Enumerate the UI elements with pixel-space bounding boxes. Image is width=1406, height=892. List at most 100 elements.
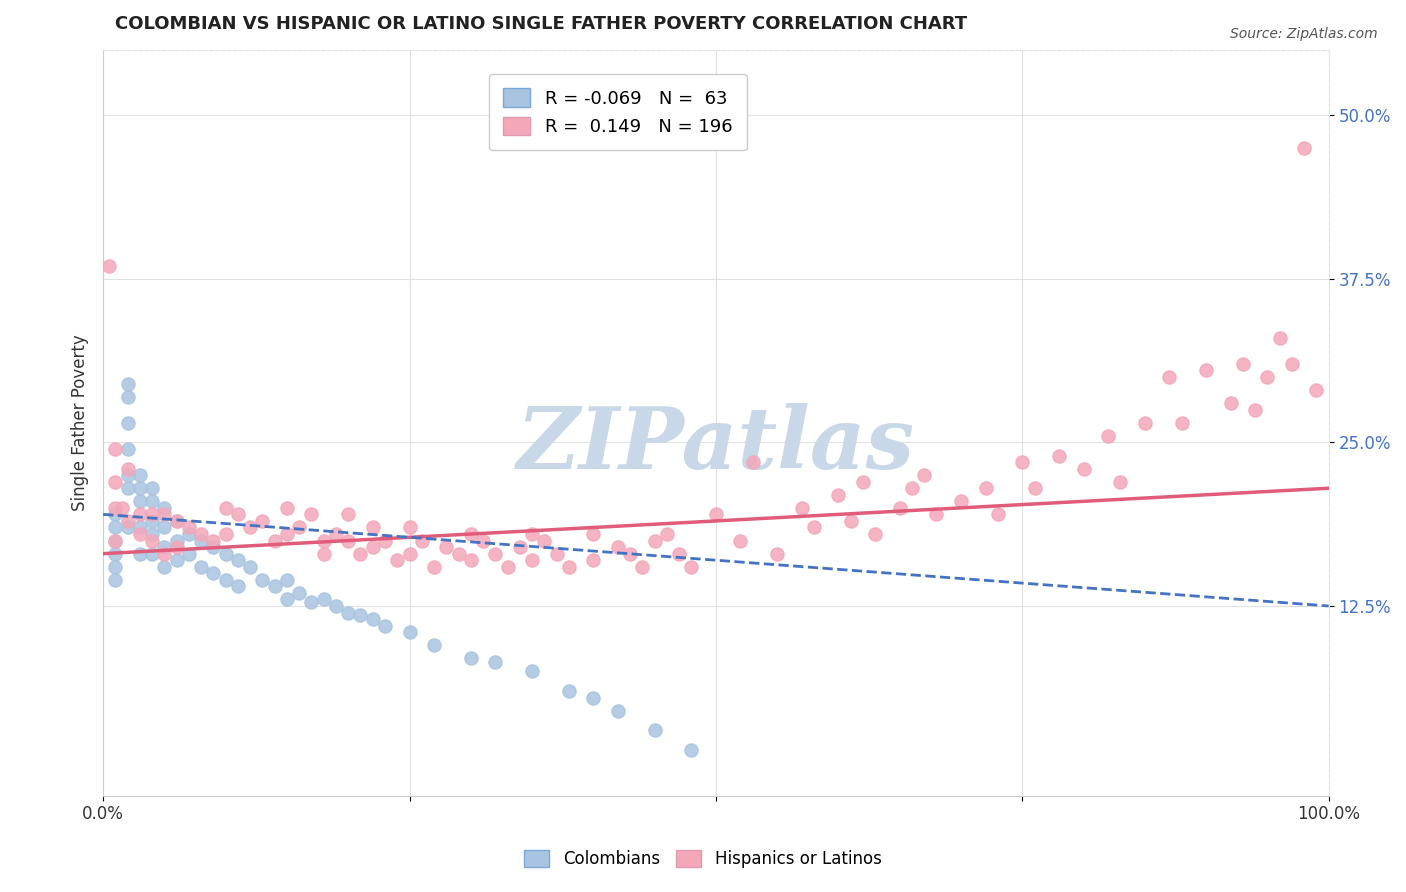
Text: COLOMBIAN VS HISPANIC OR LATINO SINGLE FATHER POVERTY CORRELATION CHART: COLOMBIAN VS HISPANIC OR LATINO SINGLE F… [115, 15, 967, 33]
Point [104, 533, 127, 548]
Point [423, 559, 446, 574]
Point [582, 527, 605, 541]
Point [117, 376, 139, 391]
Point [166, 533, 188, 548]
Point [276, 500, 298, 515]
Point [1294, 141, 1316, 155]
Point [1097, 429, 1119, 443]
Point [460, 553, 482, 567]
Point [128, 494, 150, 508]
Point [117, 416, 139, 430]
Point [226, 508, 249, 522]
Point [128, 527, 150, 541]
Point [1256, 370, 1278, 384]
Point [128, 520, 150, 534]
Point [1170, 416, 1192, 430]
Point [288, 520, 311, 534]
Point [447, 547, 470, 561]
Point [1232, 357, 1254, 371]
Point [460, 651, 482, 665]
Point [582, 553, 605, 567]
Point [912, 468, 935, 483]
Point [153, 540, 176, 554]
Text: Source: ZipAtlas.com: Source: ZipAtlas.com [1230, 27, 1378, 41]
Point [117, 481, 139, 495]
Point [325, 599, 347, 613]
Point [803, 520, 825, 534]
Point [1268, 331, 1291, 345]
Point [104, 533, 127, 548]
Point [104, 559, 127, 574]
Point [276, 573, 298, 587]
Point [520, 665, 543, 679]
Point [889, 500, 911, 515]
Point [852, 475, 875, 489]
Point [141, 508, 163, 522]
Point [153, 500, 176, 515]
Point [104, 475, 127, 489]
Text: ZIPatlas: ZIPatlas [517, 403, 915, 487]
Point [190, 559, 212, 574]
Point [117, 390, 139, 404]
Point [361, 520, 384, 534]
Point [104, 520, 127, 534]
Point [117, 442, 139, 456]
Point [827, 488, 849, 502]
Point [128, 508, 150, 522]
Point [117, 514, 139, 528]
Point [190, 527, 212, 541]
Point [104, 442, 127, 456]
Point [974, 481, 997, 495]
Point [153, 508, 176, 522]
Point [1024, 481, 1046, 495]
Point [239, 559, 262, 574]
Point [141, 514, 163, 528]
Point [312, 592, 335, 607]
Point [668, 547, 690, 561]
Point [263, 533, 285, 548]
Point [104, 573, 127, 587]
Point [949, 494, 972, 508]
Point [361, 540, 384, 554]
Point [606, 704, 628, 718]
Point [681, 559, 703, 574]
Point [98, 259, 121, 273]
Point [839, 514, 862, 528]
Point [387, 553, 409, 567]
Point [202, 540, 225, 554]
Point [202, 566, 225, 581]
Point [226, 553, 249, 567]
Point [301, 508, 323, 522]
Point [398, 625, 420, 640]
Point [166, 514, 188, 528]
Point [141, 494, 163, 508]
Point [1219, 396, 1241, 410]
Point [166, 540, 188, 554]
Point [582, 690, 605, 705]
Point [239, 520, 262, 534]
Point [337, 508, 360, 522]
Point [1073, 461, 1095, 475]
Point [1305, 383, 1327, 397]
Point [1109, 475, 1132, 489]
Point [790, 500, 813, 515]
Point [177, 527, 200, 541]
Point [141, 547, 163, 561]
Point [202, 533, 225, 548]
Point [704, 508, 727, 522]
Point [177, 520, 200, 534]
Point [484, 547, 506, 561]
Point [141, 533, 163, 548]
Point [166, 514, 188, 528]
Point [141, 481, 163, 495]
Legend: R = -0.069   N =  63, R =  0.149   N = 196: R = -0.069 N = 63, R = 0.149 N = 196 [489, 74, 747, 151]
Point [117, 461, 139, 475]
Point [215, 527, 238, 541]
Point [153, 559, 176, 574]
Point [546, 547, 568, 561]
Point [509, 540, 531, 554]
Point [398, 520, 420, 534]
Point [177, 547, 200, 561]
Point [460, 527, 482, 541]
Point [411, 533, 433, 548]
